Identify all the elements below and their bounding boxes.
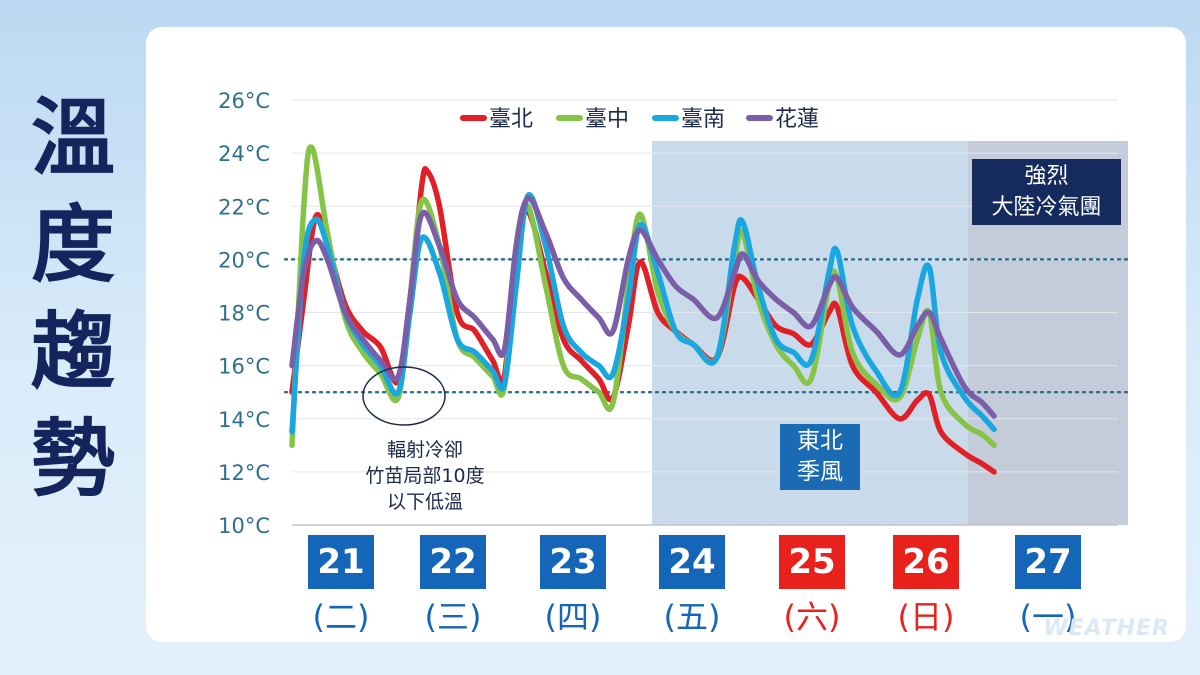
y-tick-label: 10°C: [218, 514, 270, 538]
date-badge-21: 21: [308, 535, 374, 589]
y-tick-label: 26°C: [218, 89, 270, 113]
y-tick-label: 24°C: [218, 142, 270, 166]
date-badge-26: 26: [893, 535, 959, 589]
weekday-label-24: (五): [663, 598, 721, 636]
title-char: 度: [30, 196, 115, 294]
y-tick-label: 18°C: [218, 302, 270, 326]
weekday-label-26: (日): [897, 598, 955, 636]
date-badge-22: 22: [420, 535, 486, 589]
weekday-label-21: (二): [312, 598, 370, 636]
note-line: 輻射冷卻: [386, 439, 463, 461]
legend-label-taipei: 臺北: [489, 107, 533, 132]
note-line: 以下低溫: [386, 491, 463, 513]
title-char: 趨: [30, 303, 115, 401]
watermark-logo: WEATHER: [1043, 616, 1170, 641]
weekday-label-22: (三): [424, 598, 482, 636]
radiative-cooling-circle: [362, 366, 446, 426]
series-line-tainan: [289, 192, 997, 435]
legend-label-hualien: 花蓮: [775, 107, 819, 132]
legend-label-taichung: 臺中: [585, 107, 629, 132]
note-line: 強烈: [1024, 164, 1069, 189]
date-badge-25: 25: [779, 535, 845, 589]
note-line: 季風: [797, 459, 843, 485]
y-tick-label: 12°C: [218, 461, 270, 485]
title-char: 勢: [30, 410, 115, 508]
series-line-taichung: [289, 144, 997, 449]
y-tick-label: 20°C: [218, 248, 270, 272]
cold-air-mass-label: 強烈 大陸冷氣團: [972, 159, 1121, 225]
northeast-monsoon-label: 東北 季風: [780, 424, 860, 490]
date-badge-27: 27: [1015, 535, 1081, 589]
weekday-label-25: (六): [783, 598, 841, 636]
title-char: 溫: [30, 89, 115, 187]
note-line: 大陸冷氣團: [991, 195, 1102, 220]
weekday-label-27: (一): [1019, 598, 1077, 636]
date-badge-23: 23: [540, 535, 606, 589]
y-tick-label: 22°C: [218, 195, 270, 219]
legend-label-tainan: 臺南: [681, 107, 725, 132]
page-title: 溫 度 趨 勢: [18, 85, 128, 513]
y-tick-label: 14°C: [218, 408, 270, 432]
note-line: 東北: [797, 428, 843, 454]
y-tick-label: 16°C: [218, 355, 270, 379]
radiative-cooling-note: 輻射冷卻 竹苗局部10度 以下低溫: [330, 437, 520, 515]
weekday-label-23: (四): [544, 598, 602, 636]
date-badge-24: 24: [659, 535, 725, 589]
note-line: 竹苗局部10度: [365, 465, 485, 487]
